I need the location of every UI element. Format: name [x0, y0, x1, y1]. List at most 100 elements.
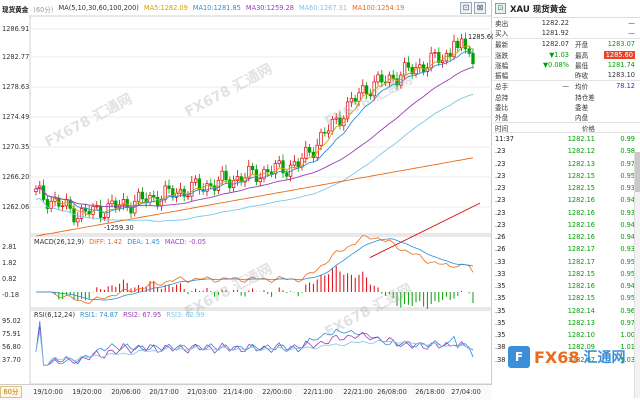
candle-body	[110, 200, 114, 205]
sell-extra: —	[628, 19, 635, 28]
time-tick-label: 26/18:00	[415, 388, 445, 396]
sell-value: 1282.22	[541, 19, 569, 28]
candle-body	[330, 118, 335, 132]
stat-label: 委比	[495, 104, 509, 113]
macd-diff-line	[36, 234, 474, 304]
trade-list[interactable]: 11:37 1282.11 0.99 .23 1282.12 0.98 .23 1282.13…	[493, 133, 640, 366]
stat-value: ▼0.08%	[542, 61, 569, 70]
quote-stats: 最新 1282.07 开盘 1283.07 涨跌 ▼1.03 最高 1285.60 涨幅 ▼0.0…	[493, 39, 640, 123]
time-tick-label: 22/21:00	[343, 388, 373, 396]
stat-value: 78.12	[616, 82, 635, 91]
stat-label: 涨跌	[495, 51, 509, 60]
candle-body	[83, 208, 88, 212]
layout-icon[interactable]: ⊡	[460, 2, 472, 14]
candle-body	[429, 52, 433, 69]
candle-body	[406, 62, 411, 68]
time-axis: 19/10:00 19/20:00 20/06:00 20/17:00 21/03:00…	[0, 384, 492, 400]
trade-row: .35 1282.14 0.96	[493, 305, 640, 317]
candle-body	[304, 147, 308, 159]
trade-row: .23 1282.13 0.97	[493, 158, 640, 170]
trade-price: 1282.15	[567, 171, 595, 180]
rsi-legend: RSI(6,12,24) RSI1: 74.87 RSI2: 67.95 RSI…	[34, 311, 204, 319]
candle-body	[319, 131, 323, 146]
stat-value: ▼1.03	[549, 50, 569, 59]
stat-label: 昨收	[575, 72, 589, 81]
macd-dea: DEA: 1.45	[127, 238, 160, 246]
trade-price: 1282.16	[567, 196, 595, 205]
candle-body	[266, 169, 270, 173]
candle-body	[220, 170, 224, 181]
buy-extra: —	[628, 29, 635, 38]
rsi-tick-label: 95.02	[2, 317, 21, 325]
ma200-line	[369, 202, 481, 258]
candle-body	[102, 217, 107, 219]
candle-body	[224, 170, 228, 181]
trade-change: 1.01	[620, 343, 635, 352]
trade-time: .23	[495, 184, 506, 193]
trade-change: 0.95	[620, 294, 635, 303]
stat-label: 均价	[575, 83, 589, 92]
time-tick-label: 27/04:00	[451, 388, 481, 396]
quote-stat-row: 涨幅 ▼0.08% 最低 1281.74	[493, 60, 640, 71]
candle-body	[323, 131, 327, 134]
rsi1-value: RSI1: 74.87	[80, 311, 119, 319]
trade-price: 1282.09	[567, 343, 595, 352]
candle-body	[136, 191, 141, 202]
trade-row: .26 1282.17 0.93	[493, 243, 640, 255]
ma30-value: MA30:1259.28	[245, 4, 294, 12]
macd-tick-label: 0.82	[2, 275, 17, 283]
trade-change: 0.93	[620, 208, 635, 217]
close-icon[interactable]: ⊠	[474, 2, 486, 14]
candle-body	[258, 178, 262, 182]
buy-label: 买入	[495, 30, 509, 39]
trade-time: .35	[495, 282, 506, 291]
candle-body	[410, 67, 414, 75]
trade-row: .38 1282.09 1.01	[493, 341, 640, 353]
fx678-logo: F FX68 汇通网	[508, 346, 626, 368]
trade-change: 0.93	[620, 245, 635, 254]
rsi-tick-label: 56.80	[2, 343, 21, 351]
ma60-line	[35, 94, 474, 222]
trade-change: 0.95	[620, 171, 635, 180]
ma60-value: MA60:1267.31	[298, 4, 348, 12]
sell-row: 卖出 1282.22 —	[493, 18, 640, 29]
trade-time: .23	[495, 171, 506, 180]
trade-time: 11:37	[495, 135, 515, 144]
chart-area[interactable]: 现货黄金 (60分) MA(5,10,30,60,100,200) MA5:12…	[0, 0, 495, 400]
trade-scrollbar[interactable]	[634, 152, 640, 398]
candle-body	[326, 130, 331, 134]
trade-row: .26 1282.16 0.94	[493, 231, 640, 243]
ma10-value: MA10:1281.85	[192, 4, 241, 12]
trade-price: 1282.16	[567, 220, 595, 229]
candle-body	[456, 40, 460, 49]
stat-value: 1283.10	[607, 71, 635, 80]
trade-time: .38	[495, 343, 506, 352]
rsi-tick-label: 75.91	[2, 330, 21, 338]
trade-price: 1282.10	[567, 331, 595, 340]
quote-icon[interactable]: ⊡	[495, 3, 506, 14]
quote-stat-row: 外盘 内盘	[493, 113, 640, 123]
period-select[interactable]: 60分	[0, 386, 22, 398]
rsi-title: RSI(6,12,24)	[34, 311, 76, 319]
candlestick-chart[interactable]	[0, 0, 492, 400]
trade-row: .33 1282.17 0.95	[493, 256, 640, 268]
scroll-thumb[interactable]	[635, 152, 640, 192]
candle-body	[49, 200, 53, 209]
macd-dea-line	[36, 238, 474, 301]
trade-change: 0.93	[620, 184, 635, 193]
rsi3-line	[35, 331, 474, 366]
quote-stat-row: 最新 1282.07 开盘 1283.07	[493, 39, 640, 50]
candle-body	[345, 101, 350, 120]
stat-label: 最低	[575, 62, 589, 71]
trade-header: 时间 价格	[493, 123, 640, 133]
stat-label: 最高	[575, 51, 589, 60]
macd-diff: DIFF: 1.42	[89, 238, 123, 246]
stat-label: 振幅	[495, 72, 509, 81]
macd-title: MACD(26,12,9)	[34, 238, 85, 246]
trade-change: 0.97	[620, 318, 635, 327]
trade-row: .35 1282.10 1.00	[493, 329, 640, 341]
candle-body	[452, 40, 456, 58]
trade-change: 0.97	[620, 159, 635, 168]
price-pane-frame	[29, 15, 492, 235]
trade-time: .23	[495, 208, 506, 217]
